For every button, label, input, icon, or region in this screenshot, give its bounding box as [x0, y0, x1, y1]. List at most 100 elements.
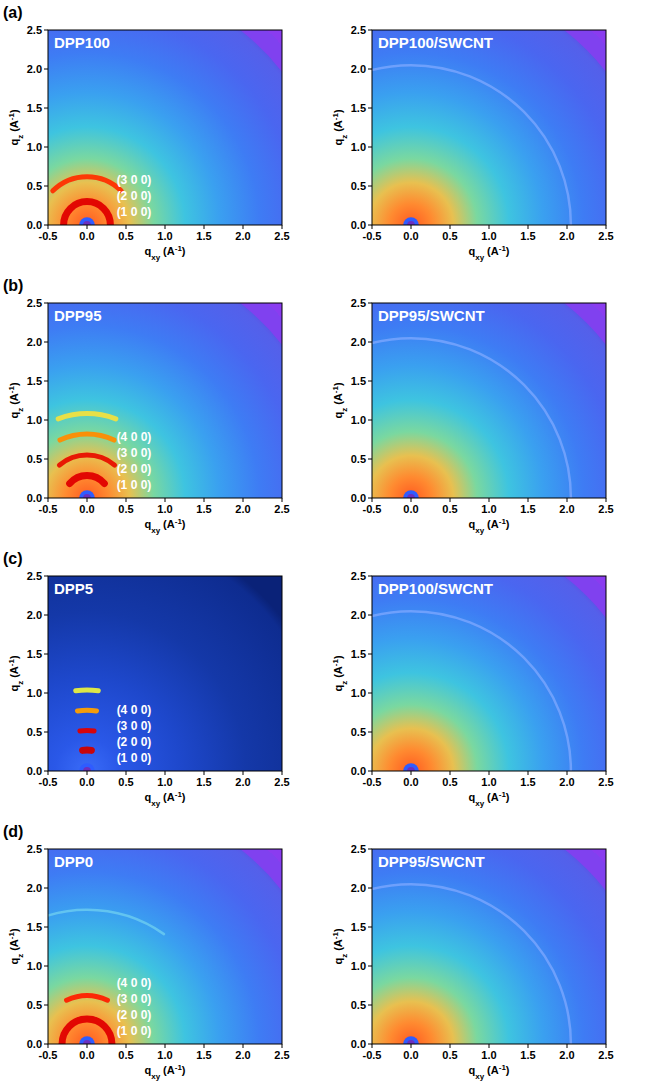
plot-frame [48, 30, 282, 225]
axis-title-part: (A [332, 666, 344, 678]
x-tick-label: 2.5 [598, 776, 613, 788]
y-tick-label: 0.0 [351, 765, 366, 777]
x-tick-label: 2.0 [235, 1049, 250, 1061]
x-tick [48, 225, 49, 229]
beam-stop-core [83, 494, 91, 498]
y-tick [368, 420, 372, 421]
axis-title-part: q [144, 518, 151, 530]
detector-image [48, 849, 282, 1044]
x-tick [282, 1044, 283, 1048]
beam-stop-core [83, 221, 91, 225]
x-tick [411, 498, 412, 502]
y-tick [368, 498, 372, 499]
diffraction-peak [70, 475, 105, 483]
x-tick [567, 225, 568, 229]
axis-title-part: (A [8, 666, 20, 678]
x-tick [243, 1044, 244, 1048]
detector-edge [564, 30, 606, 72]
y-axis-title: qz(A-1) [7, 655, 25, 691]
axis-title-part: ) [182, 518, 186, 530]
panel-title: DPP100/SWCNT [378, 580, 493, 597]
y-tick [44, 303, 48, 304]
x-tick [204, 225, 205, 229]
y-tick-label: 1.0 [351, 414, 366, 426]
beam-stop [403, 490, 419, 498]
y-tick [44, 1044, 48, 1045]
y-tick-label: 1.0 [27, 414, 42, 426]
x-tick [489, 225, 490, 229]
peak-annotation: (4 0 0) [117, 430, 152, 444]
y-tick-label: 0.0 [351, 219, 366, 231]
axis-title-part: z [340, 135, 349, 139]
x-tick [606, 225, 607, 229]
y-tick [44, 225, 48, 226]
axis-title-part: ) [506, 791, 510, 803]
axis-title-part: q [332, 685, 344, 692]
y-tick [368, 459, 372, 460]
axis-title-part: z [16, 135, 25, 139]
y-tick [44, 966, 48, 967]
y-tick-label: 1.0 [27, 960, 42, 972]
axis-title-part: (A [487, 518, 499, 530]
axis-title-part: ) [8, 382, 20, 386]
x-tick-label: 2.5 [598, 230, 613, 242]
x-tick [204, 1044, 205, 1048]
y-tick-label: 0.5 [27, 180, 42, 192]
x-tick-label: 0.0 [79, 230, 94, 242]
plot-frame [372, 30, 606, 225]
axis-title-part: ) [332, 382, 344, 386]
axis-title-part: xy [475, 526, 484, 535]
diffraction-peak [80, 728, 94, 734]
x-tick [204, 771, 205, 775]
y-tick-label: 2.0 [351, 609, 366, 621]
detector-edge [564, 576, 606, 618]
axis-title-part: ) [182, 1064, 186, 1076]
x-tick [372, 225, 373, 229]
axis-title-part: q [468, 791, 475, 803]
y-tick [368, 927, 372, 928]
figure: (a)(b)(c)(d)-0.50.00.51.01.52.02.50.00.5… [0, 0, 654, 1082]
y-tick [368, 849, 372, 850]
y-tick [44, 1005, 48, 1006]
x-tick-label: 0.0 [79, 503, 94, 515]
x-axis-title: qxy(A-1) [468, 517, 509, 535]
y-tick-label: 0.5 [351, 726, 366, 738]
y-tick [368, 108, 372, 109]
y-tick [368, 654, 372, 655]
x-tick [48, 771, 49, 775]
y-tick-label: 2.5 [27, 570, 42, 582]
detector-image [372, 303, 606, 498]
axis-title-part: ) [332, 928, 344, 932]
axis-title-part: xy [475, 799, 484, 808]
x-tick [87, 771, 88, 775]
diffraction-peak [60, 434, 114, 440]
y-tick [44, 732, 48, 733]
diffraction-peak [77, 708, 96, 714]
x-tick [528, 498, 529, 502]
detector-edge [564, 849, 606, 891]
plot-area [48, 303, 282, 498]
x-tick [372, 498, 373, 502]
panel-title: DPP95 [54, 307, 102, 324]
x-tick-label: -0.5 [363, 776, 382, 788]
axis-title-part: ) [182, 791, 186, 803]
y-tick-label: 2.5 [27, 297, 42, 309]
peak-annotation: (4 0 0) [117, 703, 152, 717]
detector-edge [240, 303, 282, 345]
diffraction-peak [53, 177, 121, 191]
y-tick-label: 2.0 [351, 882, 366, 894]
panel: -0.50.00.51.01.52.02.50.00.51.01.52.02.5… [251, 24, 654, 262]
y-tick-label: 2.0 [27, 882, 42, 894]
peak-annotation: (4 0 0) [117, 976, 152, 990]
y-tick [368, 147, 372, 148]
axis-title-part: ) [332, 109, 344, 113]
beam-stop-core [407, 494, 415, 498]
x-tick [567, 1044, 568, 1048]
y-tick [368, 888, 372, 889]
diffraction-peak [58, 414, 116, 419]
beam-stop [79, 763, 95, 771]
plot-area [48, 849, 282, 1044]
y-tick-label: 2.0 [351, 63, 366, 75]
axis-title-part: q [468, 245, 475, 257]
diffraction-peak [59, 455, 114, 465]
